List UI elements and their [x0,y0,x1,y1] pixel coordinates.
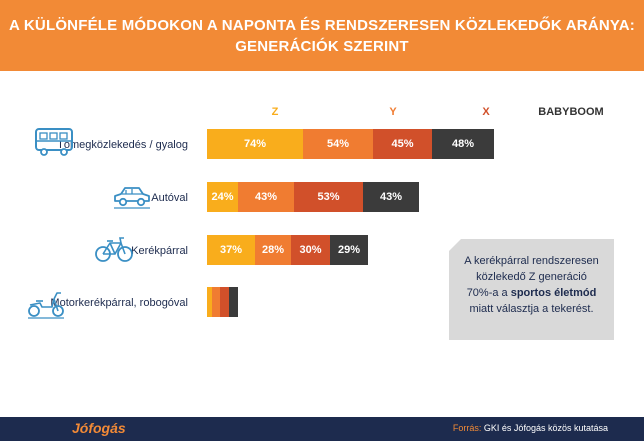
bicycle-icon [95,237,133,262]
bar-segment-x: 53% [294,182,363,212]
bar-segment-babyboom: 48% [432,129,494,159]
legend-z: Z [271,106,279,118]
bar-segment-z: 37% [207,235,255,265]
bar-segment-z [207,287,212,317]
bar-segment-babyboom: 43% [363,182,419,212]
note-line-2: közlekedő Z generáció [476,271,587,283]
note-line-4: miatt választja a tekerést. [469,303,594,315]
bar-segment-y: 28% [255,235,291,265]
car-icon [114,187,150,209]
chart-title-line2: GENERÁCIÓK SZERINT [235,37,409,55]
legend-x: X [482,106,490,118]
source-label: Forrás: [452,423,482,433]
bar-segment-z: 24% [207,182,238,212]
bar-segment-x: 30% [291,235,330,265]
bar-segment-x [220,287,229,317]
note-line-1: A kerékpárral rendszeresen [464,255,599,267]
bar-segment-x: 45% [373,129,432,159]
bar-segment-babyboom [229,287,238,317]
chart-title-line1: A KÜLÖNFÉLE MÓDOKON A NAPONTA ÉS RENDSZE… [9,16,635,34]
category-label: Tömegközlekedés / gyalog [57,139,188,151]
category-label: Autóval [151,192,188,204]
legend-babyboom: BABYBOOM [538,106,604,118]
bar-segment-z: 74% [207,129,303,159]
bar-segment-y: 54% [303,129,373,159]
category-label: Kerékpárral [131,245,188,257]
note-highlight: sportos életmód [510,287,597,299]
bus-icon [35,128,73,156]
note-folded-corner [449,239,461,251]
source-citation: Forrás: GKI és Jófogás közös kutatása [453,423,608,433]
bar-segment-y: 43% [238,182,294,212]
footer-bar: Jófogás Forrás: GKI és Jófogás közös kut… [0,417,644,441]
scooter-icon [28,292,64,319]
source-text: GKI és Jófogás közös kutatása [481,423,608,433]
bar-segment-babyboom: 29% [330,235,368,265]
note-line-3: 70%-a a sportos életmód [459,285,604,301]
note-line-3-pre: 70%-a a [466,287,511,299]
legend-y: Y [389,106,397,118]
header-banner: A KÜLÖNFÉLE MÓDOKON A NAPONTA ÉS RENDSZE… [0,0,644,71]
bar-segment-y [212,287,220,317]
jofogas-logo: Jófogás [72,420,126,436]
category-label: Motorkerékpárral, robogóval [50,297,188,309]
